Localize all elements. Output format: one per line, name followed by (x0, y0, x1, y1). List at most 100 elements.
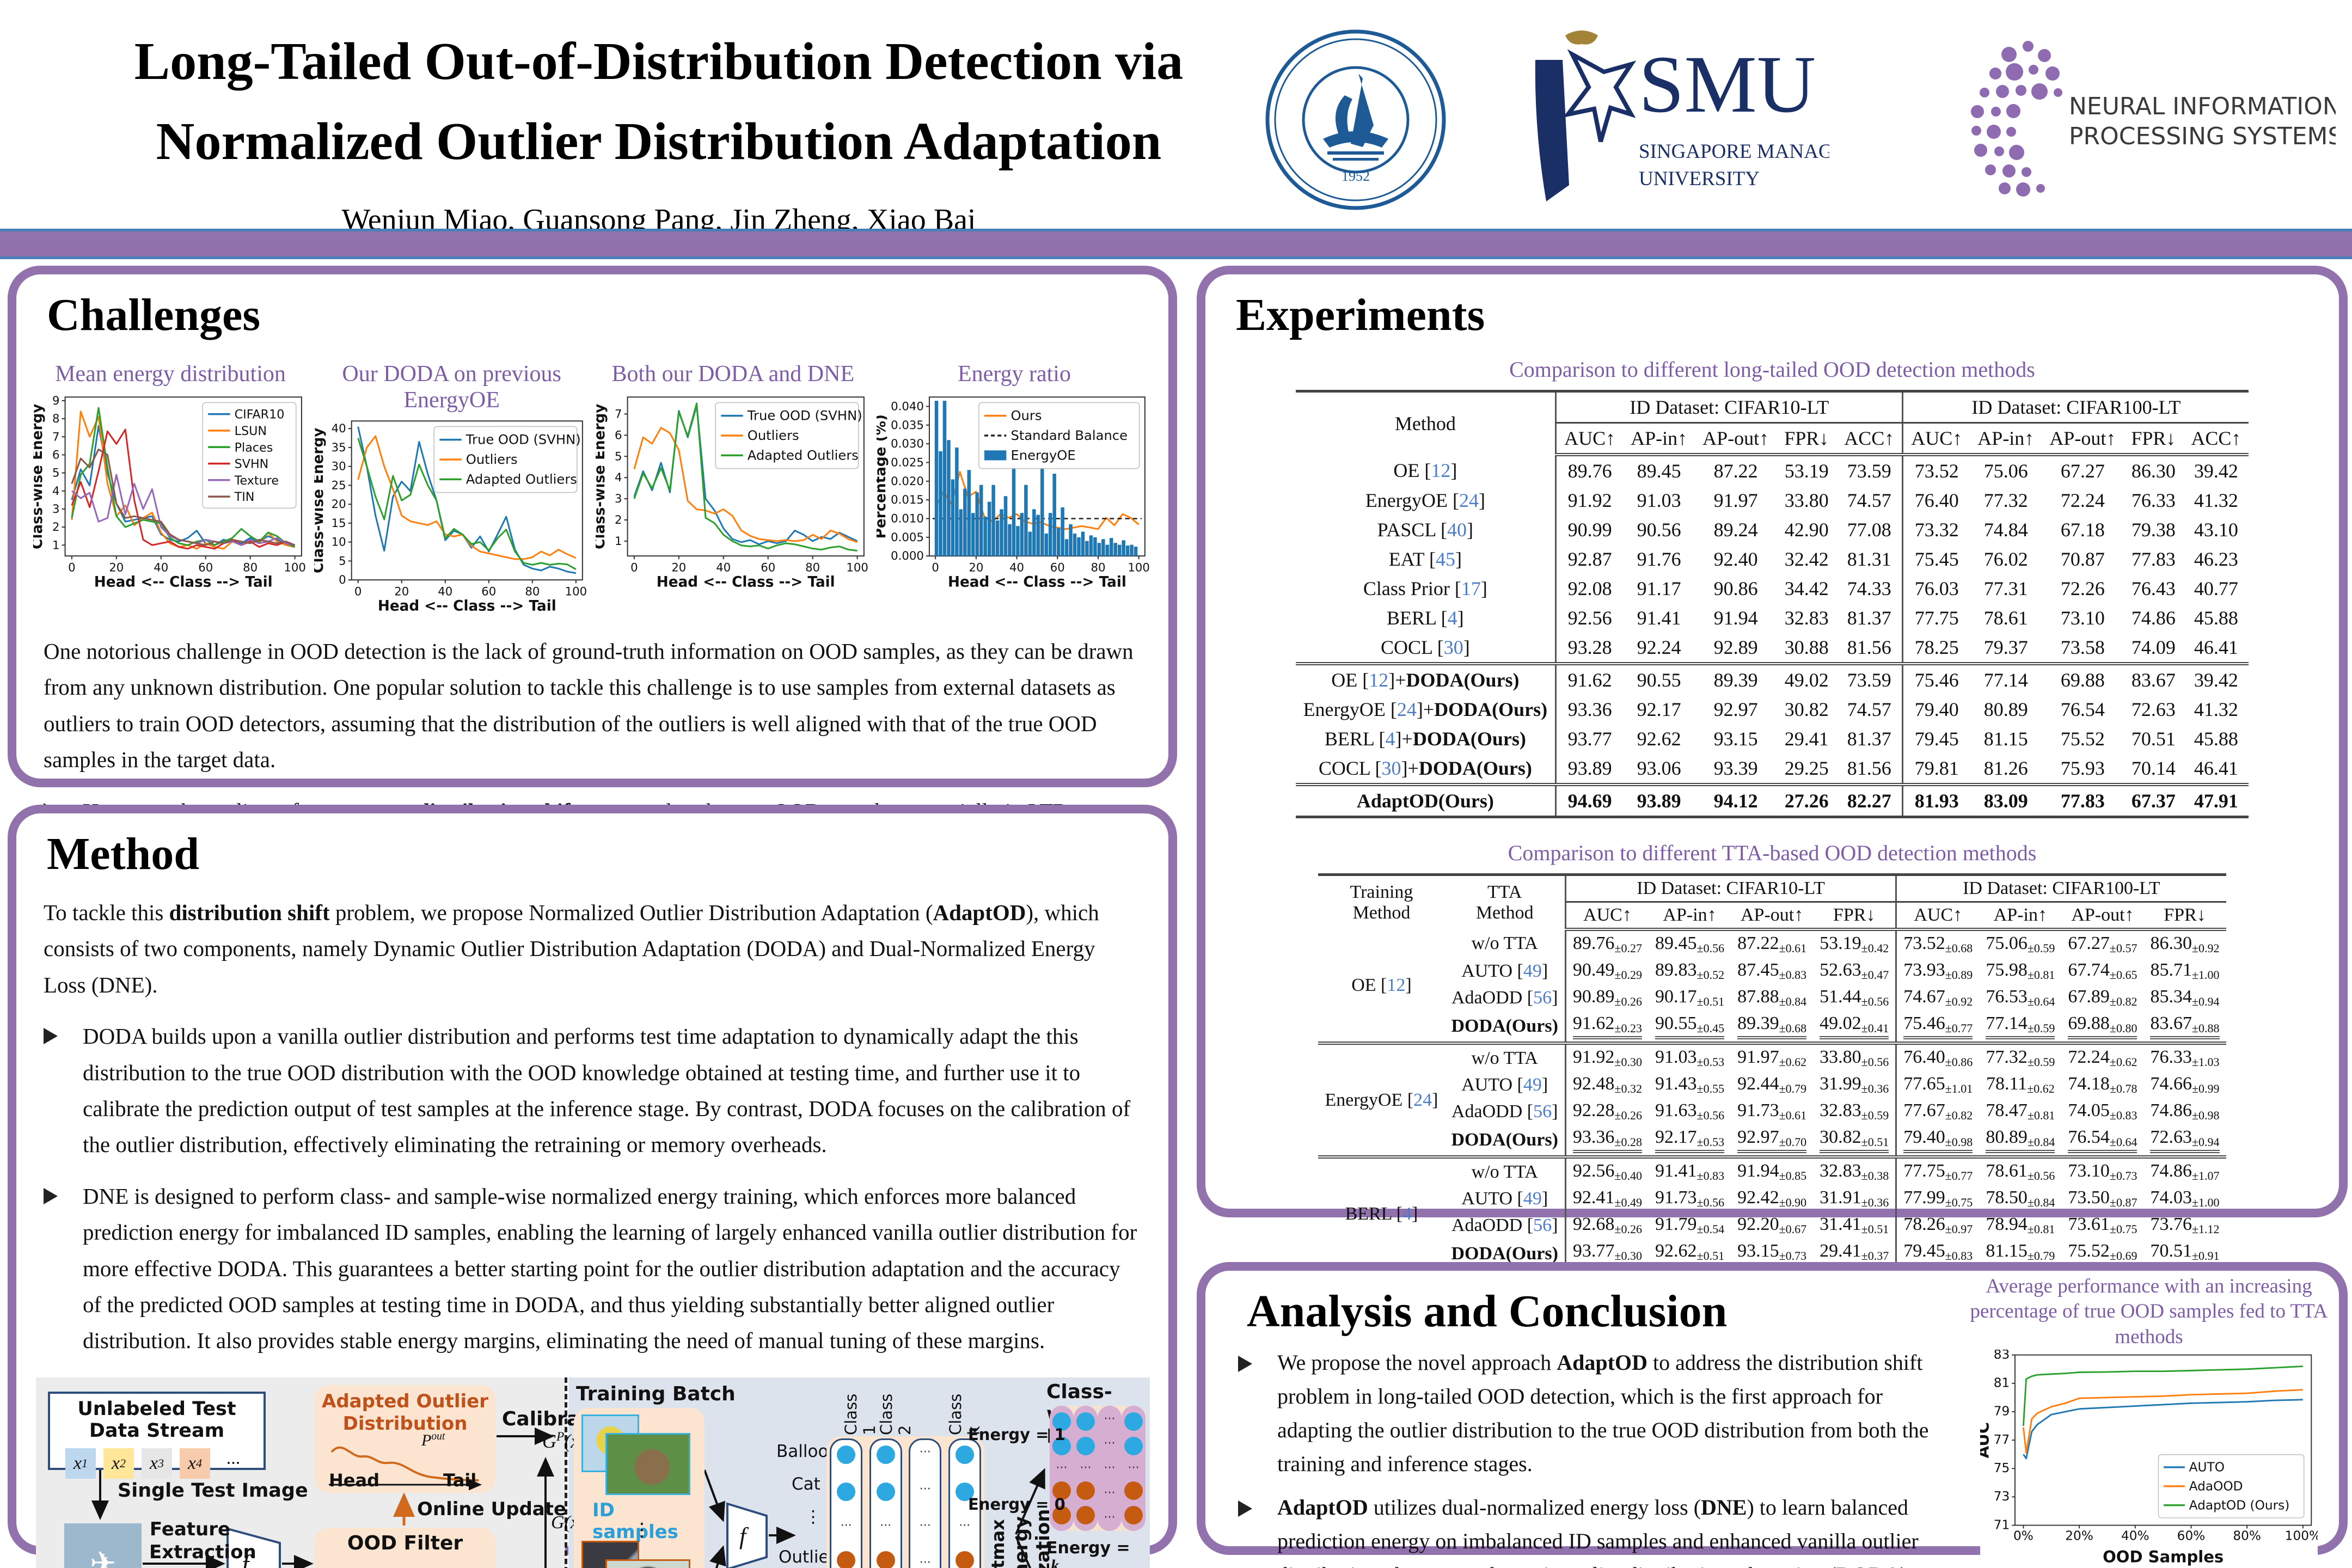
ellipsis-dots: ··· (840, 1519, 852, 1533)
svg-text:40: 40 (438, 585, 452, 598)
blue-dot (1124, 1437, 1143, 1456)
svg-text:40: 40 (716, 561, 731, 574)
classwise-col: ··· ··· ··· ··· ··· (1098, 1405, 1122, 1531)
value-cell: 32.83 (1784, 607, 1829, 629)
bullet-arrow-icon (1238, 1356, 1277, 1372)
svg-text:True OOD (SVHN): True OOD (SVHN) (747, 408, 862, 424)
bullet-arrow-icon (44, 1187, 83, 1204)
neurips-logo-icon: NEURAL INFORMATION PROCESSING SYSTEMS (1971, 41, 2343, 197)
value-cell: 90.89±0.26 (1564, 984, 1649, 1011)
value-cell: 91.94±0.85 (1731, 1155, 1814, 1185)
value-cell: 53.19±0.42 (1820, 933, 1889, 955)
value-cell: 92.89 (1713, 636, 1758, 658)
value-cell: 73.52 (1902, 455, 1970, 486)
value-cell: 76.40 (1902, 486, 1970, 515)
method-cell: EnergyOE [24]+DODA(Ours) (1303, 699, 1548, 720)
method-cell: Class Prior [17] (1363, 578, 1487, 599)
value-cell: 93.89 (1555, 754, 1624, 785)
experiments-panel: Experiments Comparison to different long… (1197, 266, 2348, 1496)
orange-dot (1124, 1505, 1143, 1524)
value-cell: 91.97 (1713, 489, 1758, 511)
value-cell: 53.19 (1784, 460, 1829, 482)
value-cell: 77.67±0.82 (1895, 1098, 1980, 1125)
orange-dot (1052, 1481, 1071, 1500)
blue-dot (1052, 1437, 1071, 1456)
method-cell: BERL [4]+DODA(Ours) (1324, 728, 1526, 750)
ellipsis-dots: ··· (1104, 1437, 1116, 1451)
value-cell: 92.42±0.90 (1737, 1187, 1807, 1209)
value-cell: 91.94 (1713, 607, 1758, 629)
col-header: AP-in↑ (1979, 902, 2062, 931)
energy-1-label: Energy = 1 (968, 1425, 1065, 1444)
value-cell: 78.50±0.84 (1986, 1187, 2055, 1209)
svg-text:80: 80 (1091, 561, 1106, 574)
value-cell: 41.32 (2194, 489, 2238, 511)
value-cell: 86.30±0.92 (2150, 933, 2220, 955)
value-cell: 33.80 (1784, 489, 1829, 511)
value-cell: 77.14 (1970, 662, 2042, 695)
col-header: AUC↑ (1902, 422, 1970, 456)
analysis-heading: Analysis and Conclusion (1247, 1286, 1728, 1337)
value-cell: 81.31 (1847, 548, 1891, 570)
value-cell: 91.92 (1555, 486, 1624, 515)
value-cell: 77.08 (1847, 519, 1891, 541)
ood-id-distributions (323, 1554, 487, 1568)
tta-cell: AUTO [49] (1461, 1188, 1548, 1209)
value-cell: 92.41±0.49 (1564, 1185, 1649, 1212)
blue-dot (876, 1482, 895, 1501)
svg-text:80: 80 (525, 585, 540, 598)
value-cell: 76.03 (1902, 574, 1970, 603)
tta-cell: DODA(Ours) (1451, 1016, 1558, 1036)
orange-dot (1052, 1505, 1071, 1524)
value-cell: 79.40±0.98 (1895, 1125, 1980, 1157)
value-cell: 73.59 (1836, 662, 1903, 695)
value-cell: 92.97 (1713, 699, 1758, 720)
tta-cell: AdaODD [56] (1451, 1101, 1558, 1122)
auc-vs-ood-chart: 71 73 75 77 79 81 83 0% 20% 40% 60% 80% 100% OOD Samp… (1974, 1347, 2321, 1567)
col-tta: TTA Method (1475, 882, 1534, 923)
svg-text:7: 7 (52, 430, 59, 444)
value-cell: 93.39 (1713, 757, 1758, 779)
value-cell: 32.83±0.38 (1813, 1155, 1896, 1185)
value-cell: 91.41±0.83 (1649, 1155, 1731, 1185)
method-bullet-doda: DODA builds upon a vanilla outlier distr… (44, 1018, 1141, 1163)
challenges-paragraph: One notorious challenge in OOD detection… (44, 639, 1134, 773)
method-cell: AdaptOD(Ours) (1295, 783, 1556, 817)
ellipsis-dots: ··· (1104, 1461, 1116, 1475)
value-cell: 92.08 (1555, 574, 1624, 603)
ood-filter-title: OOD Filter (347, 1532, 463, 1554)
svg-text:0.000: 0.000 (891, 549, 924, 563)
value-cell: 92.28±0.26 (1564, 1098, 1649, 1125)
dashed-divider (565, 1377, 567, 1568)
value-cell: 89.24 (1713, 519, 1758, 541)
svg-text:40%: 40% (2121, 1528, 2149, 1543)
svg-text:Adapted Outliers: Adapted Outliers (466, 471, 577, 487)
value-cell: 76.33 (2131, 489, 2176, 511)
svg-text:0.005: 0.005 (891, 531, 924, 544)
svg-text:Outliers: Outliers (748, 427, 799, 443)
head-label: Head (329, 1469, 379, 1491)
ood-filter-box: OOD Filter OOD ID R μin (315, 1527, 495, 1568)
airplane-photo: ✈ (64, 1523, 142, 1568)
value-cell: 70.14 (2131, 757, 2176, 779)
value-cell: 89.39 (1695, 662, 1777, 695)
classwise-col: ··· (1122, 1405, 1146, 1531)
logit-block: ··· ··· ··············· ··· (826, 1436, 984, 1568)
value-cell: 74.03±1.00 (2150, 1187, 2220, 1209)
svg-text:EnergyOE: EnergyOE (1011, 447, 1076, 463)
svg-text:Head <-- Class --> Tail: Head <-- Class --> Tail (948, 574, 1126, 591)
table-row: DODA(Ours) 91.62±0.23 90.55±0.45 89.39±0.68… (1318, 1011, 2226, 1043)
method-bullet-dne: DNE is designed to perform class- and sa… (44, 1178, 1141, 1359)
value-cell: 91.79±0.54 (1655, 1214, 1725, 1236)
value-cell: 32.42 (1784, 548, 1829, 570)
value-cell: 89.83±0.52 (1655, 960, 1725, 982)
svg-text:20%: 20% (2065, 1528, 2093, 1543)
svg-text:OOD Samples: OOD Samples (2103, 1547, 2224, 1566)
table-row: EnergyOE [24] w/o TTA 91.92±0.30 91.03±0.53… (1318, 1042, 2226, 1157)
value-cell: 75.06±0.59 (1986, 933, 2055, 955)
tta-cell: DODA(Ours) (1451, 1244, 1558, 1264)
svg-text:LSUN: LSUN (234, 424, 266, 438)
